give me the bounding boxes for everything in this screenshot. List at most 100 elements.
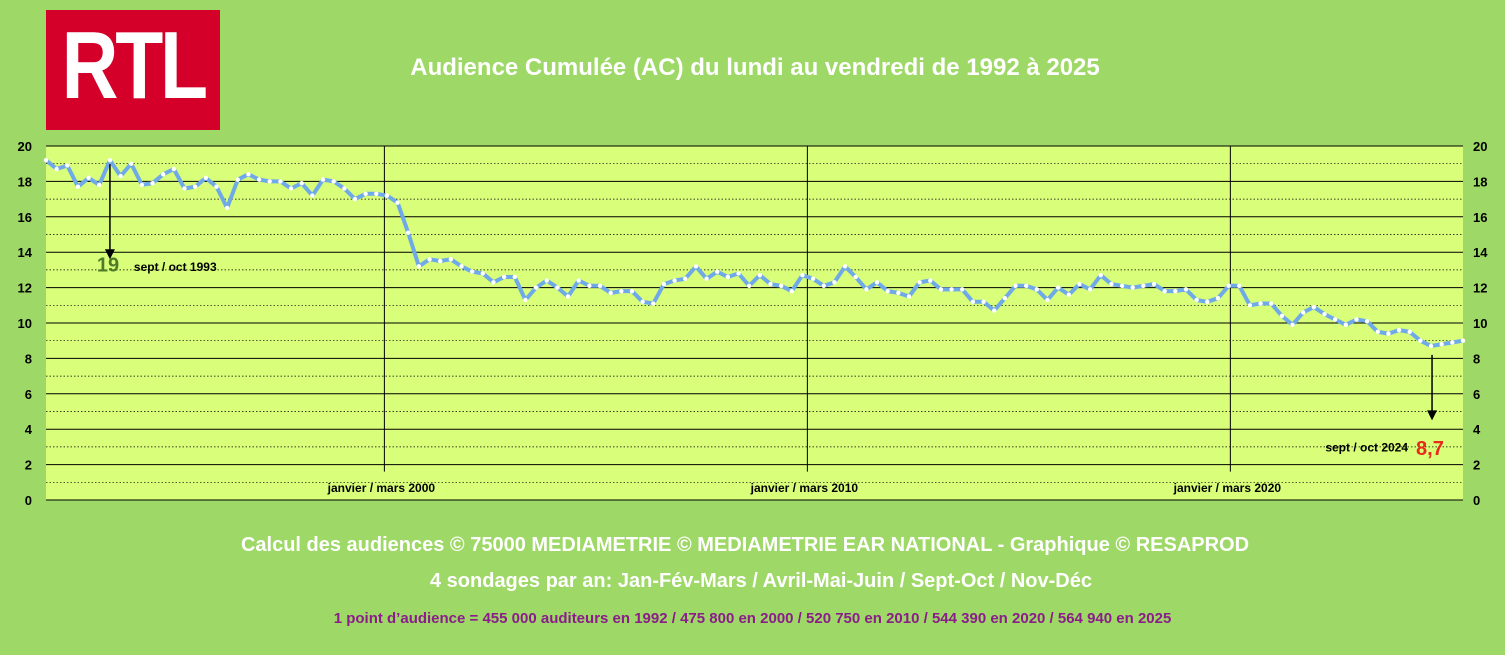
data-point — [565, 294, 571, 299]
chart-title: Audience Cumulée (AC) du lundi au vendre… — [410, 54, 1100, 81]
data-point — [778, 283, 784, 289]
data-point — [395, 200, 400, 205]
data-point — [1311, 304, 1317, 310]
annotation-2024-value: 8,7 — [1416, 438, 1444, 460]
data-point — [1237, 283, 1242, 289]
data-point — [448, 257, 454, 262]
data-point — [342, 186, 347, 191]
data-point — [810, 276, 816, 281]
data-point — [246, 172, 251, 177]
data-point — [1151, 281, 1157, 287]
data-point — [374, 191, 379, 196]
data-point — [789, 288, 794, 294]
data-point — [672, 278, 677, 283]
annotation-1993-label: sept / oct 1993 — [134, 260, 217, 274]
rtl-logo: RTL — [46, 10, 220, 130]
data-point — [885, 288, 890, 294]
data-point — [1290, 322, 1295, 327]
data-point — [704, 276, 709, 281]
y-tick-label-right: 8 — [1473, 351, 1480, 366]
data-point — [523, 297, 528, 303]
data-point — [512, 274, 517, 280]
data-point — [1354, 317, 1359, 322]
data-point — [1215, 296, 1221, 301]
data-point — [1418, 338, 1423, 343]
data-point — [661, 281, 667, 287]
y-tick-label-left: 14 — [18, 245, 33, 260]
annotation-2024-label: sept / oct 2024 — [1325, 440, 1408, 454]
y-tick-label-left: 6 — [25, 387, 32, 402]
footer-credits: Calcul des audiences © 75000 MEDIAMETRIE… — [240, 534, 1250, 556]
data-point — [746, 283, 752, 289]
data-point — [427, 257, 432, 262]
data-point — [160, 172, 166, 177]
footer-surveys: 4 sondages par an: Jan-Fév-Mars / Avril-… — [429, 570, 1092, 592]
data-point — [651, 301, 656, 306]
annotation-1993-arrowhead — [104, 249, 115, 260]
data-point — [107, 157, 113, 163]
data-point — [896, 290, 901, 296]
data-point — [363, 191, 368, 196]
data-point — [853, 274, 858, 280]
data-point — [480, 271, 486, 276]
y-tick-label-right: 4 — [1473, 422, 1481, 437]
data-point — [267, 179, 272, 184]
data-point — [533, 285, 539, 290]
y-tick-label-left: 4 — [25, 422, 33, 437]
data-point — [544, 278, 549, 283]
data-point — [299, 180, 304, 186]
data-point — [725, 274, 731, 280]
data-point — [235, 177, 240, 182]
data-point — [129, 161, 134, 166]
data-point — [1109, 281, 1114, 287]
series-points — [43, 157, 1466, 349]
data-point — [1055, 285, 1061, 290]
x-tick-label: janvier / mars 2020 — [1173, 481, 1282, 495]
data-point — [693, 264, 699, 269]
y-tick-label-left: 0 — [25, 493, 32, 508]
data-point — [1332, 317, 1338, 322]
y-tick-label-left: 2 — [25, 458, 32, 473]
data-point — [1364, 319, 1370, 324]
annotations: 19 sept / oct 1993 8,7 sept / oct 2024 — [97, 164, 1444, 460]
data-point — [1247, 303, 1253, 308]
data-point — [928, 278, 933, 283]
data-point — [555, 285, 560, 290]
data-point — [384, 193, 390, 198]
data-point — [629, 288, 635, 294]
data-point — [736, 271, 741, 276]
data-point — [224, 205, 230, 211]
data-point — [1034, 287, 1040, 292]
data-point — [619, 288, 624, 294]
data-point — [640, 299, 645, 304]
y-axis-right: 0 2 4 6 8 10 12 14 16 18 20 — [1473, 139, 1488, 508]
data-point — [1258, 301, 1263, 306]
data-point — [501, 274, 507, 280]
y-tick-label-left: 18 — [18, 174, 32, 189]
data-point — [1343, 322, 1349, 327]
data-point — [576, 278, 581, 283]
data-point — [288, 186, 294, 191]
data-point — [1183, 287, 1189, 292]
data-point — [608, 290, 613, 296]
data-point — [1226, 283, 1231, 289]
data-point — [416, 264, 422, 269]
y-tick-label-right: 20 — [1473, 139, 1487, 154]
y-tick-label-left: 10 — [18, 316, 32, 331]
data-point — [278, 179, 283, 184]
data-point — [1375, 329, 1380, 335]
data-point — [683, 276, 688, 281]
data-point — [832, 280, 837, 285]
y-tick-label-right: 12 — [1473, 281, 1487, 296]
data-point — [800, 273, 805, 278]
data-point — [1322, 311, 1327, 317]
data-point — [1002, 296, 1008, 301]
y-tick-label-left: 8 — [25, 351, 32, 366]
data-point — [1194, 297, 1199, 303]
data-point — [1141, 283, 1146, 289]
data-point — [118, 173, 123, 179]
annotation-2024-arrowhead — [1427, 410, 1438, 421]
data-point — [587, 283, 592, 289]
data-point — [150, 180, 155, 186]
